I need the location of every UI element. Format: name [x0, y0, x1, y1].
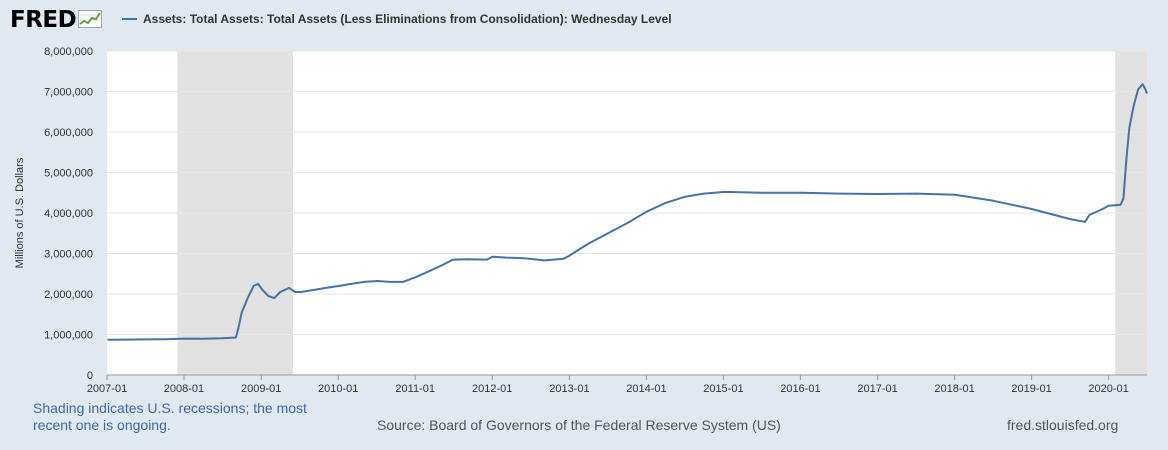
x-tick-label: 2009-01: [241, 383, 281, 395]
recession-note: Shading indicates U.S. recessions; the m…: [33, 400, 307, 433]
x-tick-label: 2010-01: [318, 383, 358, 395]
fred-chart-logo-icon: [78, 10, 103, 28]
series-line[interactable]: [107, 83, 1148, 341]
x-tick-label: 2013-01: [549, 383, 589, 395]
x-tick-label: 2019-01: [1011, 383, 1051, 395]
x-tick-label: 2014-01: [626, 383, 666, 395]
site-url[interactable]: fred.stlouisfed.org: [1007, 417, 1119, 433]
y-tick-label: 1,000,000: [44, 330, 93, 342]
y-tick-label: 0: [87, 370, 93, 382]
y-tick-label: 8,000,000: [44, 46, 93, 58]
legend-line-swatch: [122, 18, 137, 20]
fred-logo[interactable]: FRED: [10, 7, 103, 33]
x-tick-label: 2015-01: [703, 383, 743, 395]
axis-layer: 0 1,000,000 2,000,000 3,000,000 4,000,000 5,0…: [44, 46, 1147, 395]
legend-label: Assets: Total Assets: Total Assets (Less…: [143, 12, 672, 26]
chart-legend[interactable]: Assets: Total Assets: Total Assets (Less…: [122, 10, 672, 28]
y-tick-label: 3,000,000: [44, 249, 93, 261]
source-text: Source: Board of Governors of the Federa…: [377, 417, 781, 433]
x-tick-label: 2012-01: [472, 383, 512, 395]
x-tick-label: 2007-01: [87, 383, 127, 395]
x-tick-label: 2017-01: [857, 383, 897, 395]
y-tick-label: 2,000,000: [44, 289, 93, 301]
y-axis-label: Millions of U.S. Dollars: [14, 157, 26, 268]
line-chart[interactable]: 0 1,000,000 2,000,000 3,000,000 4,000,000 5,0…: [0, 0, 1168, 400]
y-tick-label: 7,000,000: [44, 87, 93, 99]
x-tick-label: 2011-01: [395, 383, 435, 395]
series-layer: [107, 83, 1148, 341]
x-tick-label: 2020-01: [1088, 383, 1128, 395]
y-tick-label: 4,000,000: [44, 208, 93, 220]
x-tick-label: 2008-01: [164, 383, 204, 395]
x-tick-label: 2016-01: [780, 383, 820, 395]
y-tick-label: 5,000,000: [44, 168, 93, 180]
x-tick-label: 2018-01: [934, 383, 974, 395]
y-tick-label: 6,000,000: [44, 127, 93, 139]
logo-text: FRED: [10, 7, 77, 33]
